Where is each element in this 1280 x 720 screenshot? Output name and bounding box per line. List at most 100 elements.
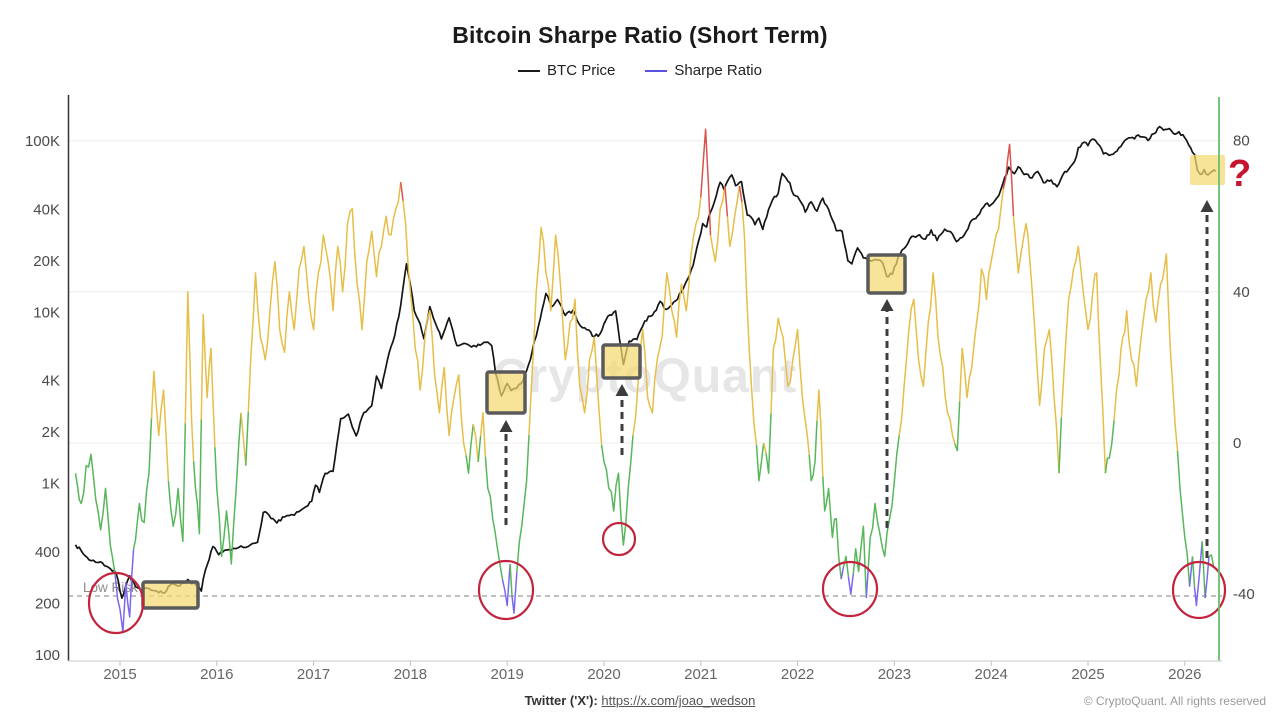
sharpe-ratio-line-segment: [184, 291, 195, 462]
sharpe-ratio-line-segment: [1191, 556, 1196, 587]
sharpe-ratio-line-segment: [1012, 216, 1060, 474]
sharpe-ratio-line-segment: [600, 435, 634, 546]
dashed-arrow-head: [499, 420, 513, 432]
left-axis-label: 400: [35, 544, 60, 561]
question-mark-annotation: ?: [1228, 153, 1251, 195]
sharpe-ratio-line-segment: [240, 412, 247, 466]
sharpe-ratio-line-segment: [632, 197, 702, 436]
left-axis-label: 10K: [33, 304, 60, 321]
chart-header: Bitcoin Sharpe Ratio (Short Term) BTC Pr…: [0, 0, 1280, 79]
x-axis-label: 2020: [587, 666, 620, 683]
sharpe-ratio-line-segment: [479, 412, 487, 457]
sharpe-ratio-line-segment: [114, 548, 135, 633]
sharpe-ratio-line-segment: [840, 566, 845, 580]
risk-circle: [601, 521, 637, 557]
sharpe-ratio-line-segment: [150, 370, 170, 481]
x-axis-label: 2018: [394, 666, 427, 683]
right-axis-label: 40: [1233, 284, 1250, 301]
left-axis-label: 1K: [42, 476, 60, 493]
sharpe-ratio-line-segment: [465, 424, 475, 474]
sharpe-ratio-line-segment: [1193, 541, 1203, 607]
sharpe-ratio-line-segment: [132, 418, 153, 549]
sharpe-ratio-line-segment: [192, 419, 203, 535]
legend-label-sharpe-ratio: Sharpe Ratio: [674, 62, 762, 79]
sharpe-ratio-line-segment: [1208, 554, 1215, 568]
highlight-box: [866, 253, 907, 295]
x-axis-label: 2024: [975, 666, 1008, 683]
twitter-attribution: Twitter ('X'): https://x.com/joao_wedson: [0, 693, 1280, 708]
sharpe-ratio-line-segment: [726, 185, 741, 248]
sharpe-ratio-line-segment: [1176, 450, 1191, 587]
sharpe-ratio-line-segment: [741, 201, 758, 445]
left-axis-label: 40K: [33, 201, 60, 218]
sharpe-ratio-line-segment: [762, 442, 767, 454]
page-title: Bitcoin Sharpe Ratio (Short Term): [452, 22, 828, 48]
sharpe-ratio-line-segment: [1201, 541, 1206, 599]
sharpe-ratio-line-segment: [402, 200, 467, 456]
sharpe-ratio-line-segment: [245, 412, 250, 466]
right-axis-label: 0: [1233, 435, 1241, 452]
x-axis-label: 2017: [297, 666, 330, 683]
sharpe-ratio-line-segment: [1113, 253, 1179, 451]
sharpe-ratio-line-segment: [842, 555, 850, 577]
x-axis-label: 2019: [491, 666, 524, 683]
highlight-box: [1190, 155, 1225, 185]
sharpe-ratio-line-segment: [399, 182, 404, 201]
sharpe-ratio-line-segment: [74, 453, 116, 576]
sharpe-ratio-line-segment: [477, 436, 482, 462]
sharpe-ratio-line-segment: [247, 182, 402, 413]
left-axis-label: 4K: [42, 373, 60, 390]
sharpe-ratio-line-segment: [1060, 245, 1107, 474]
sharpe-ratio-line-segment: [509, 563, 513, 597]
x-axis-label: 2015: [103, 666, 136, 683]
legend-item-btc-price[interactable]: BTC Price: [518, 62, 615, 79]
chart-footer: Twitter ('X'): https://x.com/joao_wedson…: [0, 693, 1280, 711]
dashed-arrow-head: [1200, 200, 1214, 212]
sharpe-ratio-line-segment: [770, 317, 810, 455]
x-axis-label: 2026: [1168, 666, 1201, 683]
highlight-box: [601, 343, 642, 380]
sharpe-ratio-line-segment: [472, 423, 479, 462]
twitter-label: Twitter ('X'):: [524, 693, 598, 708]
dashed-arrow-head: [880, 299, 894, 311]
sharpe-ratio-line-segment: [852, 525, 868, 599]
sharpe-ratio-legend-swatch: [645, 69, 668, 72]
sharpe-ratio-line-segment: [1058, 417, 1063, 474]
highlight-box: [141, 580, 200, 610]
sharpe-ratio-line-segment: [501, 563, 511, 607]
risk-circle: [1171, 560, 1227, 620]
risk-circle: [87, 571, 145, 635]
sharpe-ratio-line-segment: [724, 185, 729, 217]
legend-item-sharpe-ratio[interactable]: Sharpe Ratio: [645, 62, 762, 79]
sharpe-ratio-line-segment: [1002, 143, 1015, 217]
sharpe-ratio-line-segment: [816, 389, 824, 477]
sharpe-ratio-line-segment: [516, 434, 530, 572]
sharpe-ratio-line-segment: [528, 226, 603, 445]
sharpe-ratio-line-segment: [738, 185, 743, 203]
copyright-notice: © CryptoQuant. All rights reserved: [1083, 694, 1266, 708]
sharpe-ratio-line-segment: [954, 401, 961, 452]
sharpe-ratio-line-segment: [214, 412, 242, 565]
sharpe-ratio-line-segment: [709, 185, 726, 263]
x-axis-label: 2016: [200, 666, 233, 683]
legend-label-btc-price: BTC Price: [547, 62, 616, 79]
sharpe-ratio-line-segment: [808, 420, 818, 482]
twitter-link[interactable]: https://x.com/joao_wedson: [601, 693, 756, 708]
x-axis-label: 2022: [781, 666, 814, 683]
btc-price-line: [74, 125, 1217, 599]
btc-price-legend-swatch: [518, 69, 541, 72]
sharpe-ratio-line-segment: [167, 423, 187, 543]
chart-legend: BTC Price Sharpe Ratio: [0, 62, 1280, 79]
sharpe-ratio-line-segment: [865, 567, 870, 599]
sharpe-ratio-line-segment: [867, 435, 900, 568]
highlight-box: [485, 370, 527, 415]
watermark: CryptoQuant: [493, 350, 797, 403]
right-axis-label: 80: [1233, 133, 1250, 150]
dashed-arrow-head: [615, 384, 629, 396]
risk-circle: [821, 560, 879, 618]
risk-circle: [477, 559, 535, 621]
left-axis-label: 200: [35, 595, 60, 612]
left-axis-label: 2K: [42, 424, 60, 441]
sharpe-ratio-line-segment: [1104, 420, 1115, 474]
